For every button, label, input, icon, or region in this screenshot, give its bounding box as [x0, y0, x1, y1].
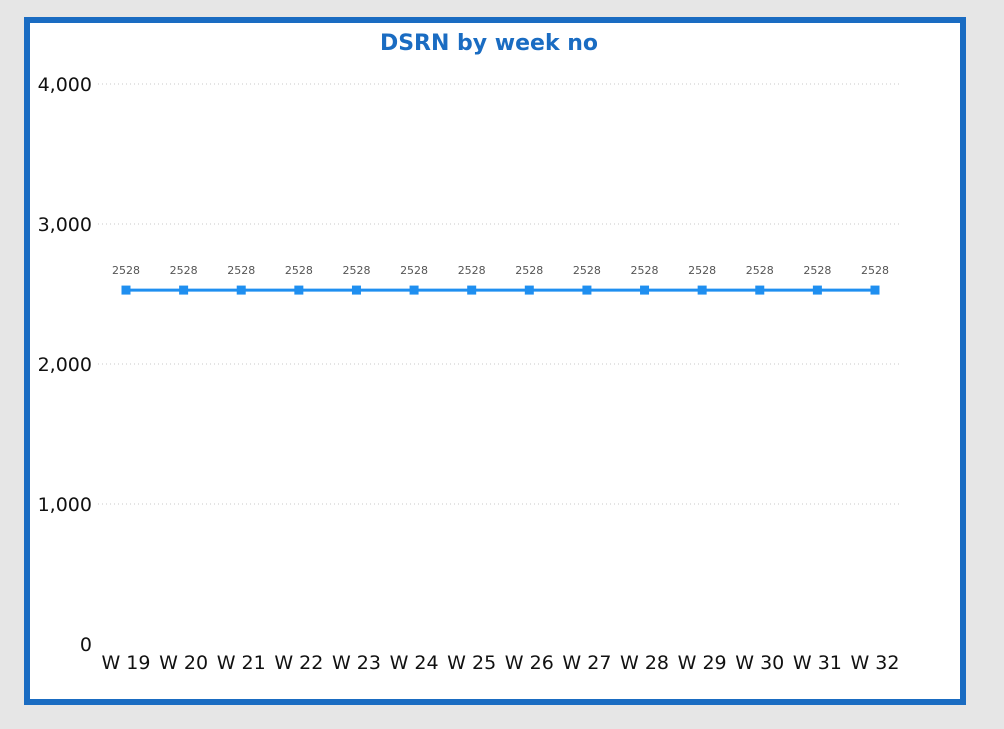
- y-tick-label: 4,000: [38, 74, 92, 96]
- x-tick-label: W 30: [735, 652, 784, 674]
- data-point: [697, 285, 707, 295]
- data-label: 2528: [342, 264, 370, 277]
- x-tick-label: W 32: [850, 652, 899, 674]
- data-label: 2528: [803, 264, 831, 277]
- data-point: [582, 285, 592, 295]
- data-label: 2528: [170, 264, 198, 277]
- x-tick-label: W 23: [332, 652, 381, 674]
- x-tick-label: W 21: [217, 652, 266, 674]
- data-label: 2528: [458, 264, 486, 277]
- data-label: 2528: [631, 264, 659, 277]
- x-tick-label: W 20: [159, 652, 208, 674]
- data-point: [121, 285, 131, 295]
- x-axis: W 19 W 20 W 21 W 22 W 23 W 24 W 25 W 26 W 27 W 28…: [101, 652, 899, 674]
- data-label: 2528: [688, 264, 716, 277]
- data-labels: 2528 2528 2528 2528 2528 2528 2528 2528 2528 2528…: [112, 264, 889, 277]
- chart-title: DSRN by week no: [379, 31, 599, 56]
- y-tick-label: 0: [80, 634, 92, 656]
- data-label: 2528: [112, 264, 140, 277]
- data-point: [179, 285, 189, 295]
- data-label: 2528: [285, 264, 313, 277]
- data-label: 2528: [746, 264, 774, 277]
- x-tick-label: W 26: [505, 652, 554, 674]
- data-point: [812, 285, 822, 295]
- gridlines: [98, 83, 900, 505]
- data-point: [755, 285, 765, 295]
- data-label: 2528: [227, 264, 255, 277]
- x-tick-label: W 24: [390, 652, 439, 674]
- x-tick-label: W 31: [793, 652, 842, 674]
- data-label: 2528: [573, 264, 601, 277]
- data-point: [351, 285, 361, 295]
- data-point: [524, 285, 534, 295]
- y-tick-label: 2,000: [38, 354, 92, 376]
- x-tick-label: W 28: [620, 652, 669, 674]
- data-point: [236, 285, 246, 295]
- y-axis: 0 1,000 2,000 3,000 4,000: [38, 74, 92, 656]
- x-tick-label: W 25: [447, 652, 496, 674]
- x-tick-label: W 27: [562, 652, 611, 674]
- data-label: 2528: [861, 264, 889, 277]
- data-point: [870, 285, 880, 295]
- data-point: [640, 285, 650, 295]
- x-tick-label: W 19: [101, 652, 150, 674]
- data-point: [294, 285, 304, 295]
- y-tick-label: 3,000: [38, 214, 92, 236]
- chart-visual-frame[interactable]: [24, 17, 966, 705]
- data-point: [467, 285, 477, 295]
- data-label: 2528: [515, 264, 543, 277]
- data-label: 2528: [400, 264, 428, 277]
- x-tick-label: W 29: [678, 652, 727, 674]
- y-tick-label: 1,000: [38, 494, 92, 516]
- series-dsrn: [121, 285, 880, 295]
- data-point: [409, 285, 419, 295]
- x-tick-label: W 22: [274, 652, 323, 674]
